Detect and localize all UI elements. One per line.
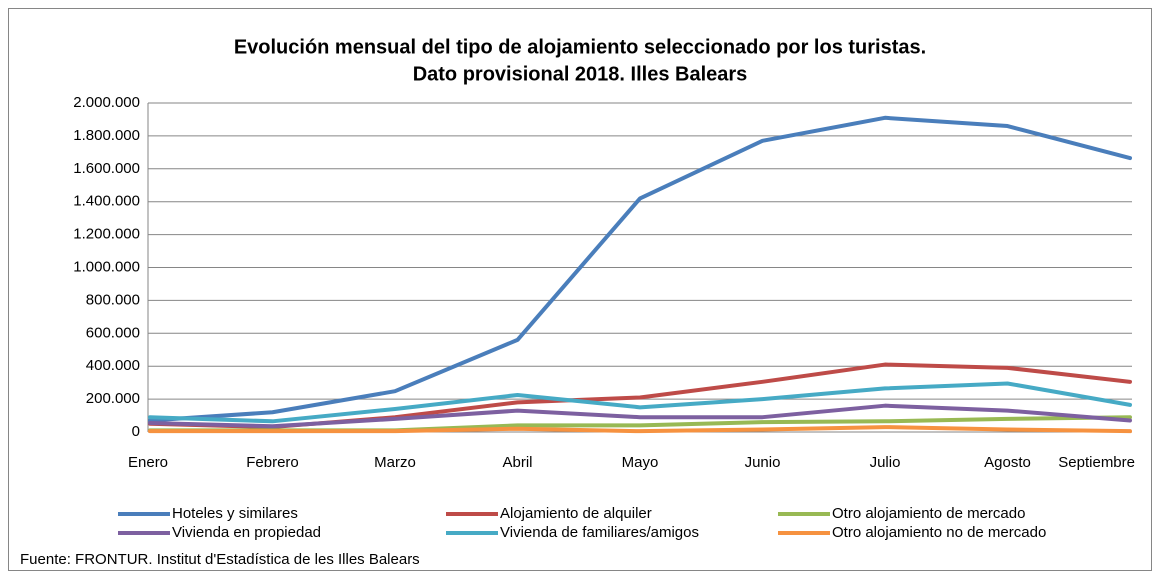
series-line (148, 425, 1132, 434)
x-tick-label: Marzo (374, 454, 416, 471)
y-tick-label: 2.000.000 (73, 94, 140, 111)
chart-title: Evolución mensual del tipo de alojamient… (234, 36, 926, 58)
x-tick-label: Febrero (246, 454, 299, 471)
series-line (148, 381, 1132, 424)
source-note: Fuente: FRONTUR. Institut d'Estadística … (20, 551, 420, 568)
x-tick-label: Junio (745, 454, 781, 471)
x-tick-label: Abril (502, 454, 532, 471)
x-tick-label: Julio (870, 454, 901, 471)
legend-label: Vivienda en propiedad (172, 524, 321, 541)
y-tick-label: 800.000 (86, 291, 140, 308)
y-tick-label: 1.600.000 (73, 160, 140, 177)
x-tick-label: Mayo (622, 454, 659, 471)
legend-label: Hoteles y similares (172, 505, 298, 522)
chart-title: Dato provisional 2018. Illes Balears (413, 63, 748, 85)
y-tick-label: 600.000 (86, 324, 140, 341)
y-tick-label: 1.000.000 (73, 258, 140, 275)
y-tick-label: 400.000 (86, 357, 140, 374)
x-tick-label: Septiembre (1058, 454, 1135, 471)
legend-label: Alojamiento de alquiler (500, 505, 652, 522)
legend-label: Otro alojamiento de mercado (832, 505, 1025, 522)
legend-label: Otro alojamiento no de mercado (832, 524, 1046, 541)
y-tick-label: 200.000 (86, 390, 140, 407)
y-tick-label: 1.800.000 (73, 127, 140, 144)
legend-label: Vivienda de familiares/amigos (500, 524, 699, 541)
series-line (148, 403, 1132, 429)
series-line (148, 115, 1132, 423)
y-tick-label: 1.200.000 (73, 226, 140, 243)
x-tick-label: Enero (128, 454, 168, 471)
y-tick-label: 0 (132, 423, 140, 440)
y-tick-label: 1.400.000 (73, 193, 140, 210)
x-tick-label: Agosto (984, 454, 1031, 471)
chart-frame (8, 8, 1152, 571)
